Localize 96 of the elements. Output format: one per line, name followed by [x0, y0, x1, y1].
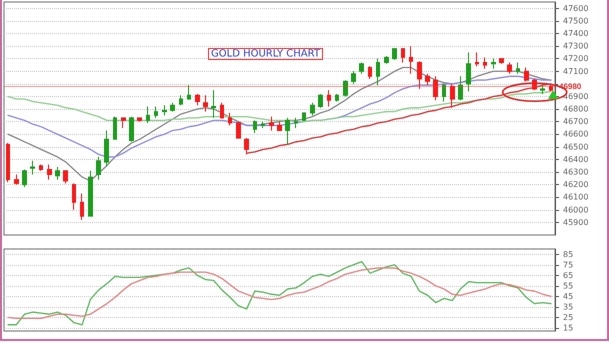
text: GOLD HOURLY CHART [211, 48, 321, 60]
candlestick [310, 102, 315, 116]
candlestick [195, 93, 200, 106]
candlestick [425, 73, 430, 86]
candlestick [335, 93, 339, 102]
candlestick [392, 48, 397, 60]
line-series [7, 267, 552, 320]
candlestick [368, 66, 372, 80]
candlestick [154, 106, 158, 118]
line-series [7, 76, 552, 158]
candlestick [96, 156, 101, 180]
line-series [7, 260, 552, 326]
candlestick [499, 58, 504, 64]
candlestick [253, 120, 257, 134]
candlestick [351, 70, 356, 84]
y-tick-label: 46700 [563, 117, 588, 126]
candlestick [39, 164, 43, 172]
candlestick [6, 142, 10, 183]
candlestick [475, 52, 479, 67]
y-tick-label: 35 [563, 302, 574, 312]
candlestick [524, 66, 529, 82]
candlestick [269, 116, 274, 131]
candlestick [30, 160, 35, 176]
candlestick [302, 112, 306, 121]
candlestick [277, 121, 282, 131]
candlestick [327, 90, 331, 108]
candlestick [409, 46, 413, 74]
candlestick [179, 94, 183, 106]
candlestick [211, 90, 216, 118]
line-series [246, 83, 552, 154]
candlestick [14, 174, 19, 186]
candlestick [137, 117, 142, 122]
candlestick [261, 121, 265, 128]
candlestick [129, 116, 134, 142]
candlestick [228, 112, 232, 126]
candlestick [507, 62, 512, 74]
candlestick [433, 76, 438, 101]
candlestick [516, 62, 520, 74]
candlestick [162, 104, 167, 116]
y-tick-label: 46100 [563, 192, 588, 202]
candlestick [343, 80, 348, 97]
y-tick-label: 45 [563, 292, 574, 301]
candlestick [187, 84, 191, 100]
candlestick [285, 117, 290, 145]
candlestick [203, 94, 208, 112]
candlestick [359, 62, 364, 74]
candlestick [170, 102, 175, 112]
candlestick [220, 102, 224, 118]
y-tick-label: 46000 [563, 205, 588, 214]
candlestick [113, 116, 117, 140]
y-tick-label: 46600 [563, 130, 588, 139]
y-tick-label: 46300 [563, 168, 588, 177]
candlestick [236, 121, 241, 139]
y-tick-label: 46400 [563, 154, 588, 164]
y-tick-label: 46800 [563, 104, 588, 114]
candlestick [104, 130, 109, 166]
y-tick-label: 46200 [563, 180, 588, 190]
y-tick-label: 47100 [563, 66, 588, 76]
candlestick [549, 83, 553, 92]
candlestick [72, 182, 76, 210]
y-tick-label: 25 [563, 312, 574, 322]
candlestick [63, 170, 68, 184]
y-tick-label: 15 [563, 323, 574, 332]
candlestick [294, 117, 298, 128]
candlestick [244, 138, 249, 155]
y-tick-label: 45900 [563, 218, 588, 227]
y-tick-label: 75 [563, 260, 574, 270]
candlestick [146, 106, 150, 124]
candlestick [22, 169, 27, 188]
y-tick-label: 47400 [563, 28, 588, 38]
candlestick [483, 56, 487, 70]
candlestick [47, 164, 52, 180]
y-tick-label: 85 [563, 250, 574, 259]
candlestick [442, 83, 446, 102]
candlestick [80, 192, 84, 220]
y-tick-label: 47600 [563, 4, 588, 13]
candlestick [318, 93, 323, 108]
candlestick [121, 117, 126, 128]
y-tick-label: 47300 [563, 42, 588, 51]
candlestick [417, 60, 422, 90]
candlestick [55, 166, 60, 180]
y-tick-label: 46500 [563, 142, 588, 152]
candlestick [401, 48, 405, 63]
candlestick [540, 83, 545, 94]
candlestick [88, 170, 93, 217]
y-tick-label: 47500 [563, 16, 588, 26]
y-tick-label: 55 [563, 281, 574, 290]
line-series [7, 66, 552, 182]
candlestick [466, 52, 471, 92]
candlestick [384, 56, 389, 64]
candlestick [491, 58, 496, 70]
candlestick [450, 83, 455, 108]
y-tick-label: 65 [563, 270, 574, 280]
candlestick [458, 76, 463, 101]
candlestick [376, 58, 380, 86]
y-tick-label: 47200 [563, 54, 588, 64]
